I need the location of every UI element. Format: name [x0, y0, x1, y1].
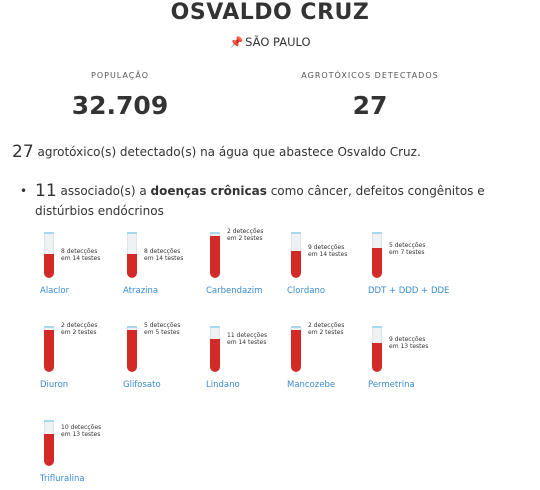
test-tube-icon [44, 420, 54, 466]
test-tube-icon [291, 326, 301, 372]
tube-fill [44, 254, 54, 278]
tube-fill [127, 254, 137, 278]
tube-cap [291, 232, 301, 234]
test-tube-icon [127, 232, 137, 278]
pesticide-item[interactable]: 2 detecções em 2 testes Mancozebe [287, 322, 411, 396]
test-tube-icon [44, 232, 54, 278]
tube-cap [127, 326, 137, 328]
detections-label: 9 detecções em 14 testes [308, 244, 348, 258]
detections-label: 5 detecções em 7 testes [389, 242, 426, 256]
pesticide-link[interactable]: DDT + DDD + DDE [368, 286, 450, 296]
tube-cap [372, 232, 382, 234]
tube-fill [210, 236, 220, 278]
chronic-highlight: doenças crônicas [150, 184, 267, 198]
tube-cap [44, 326, 54, 328]
state-name: SÃO PAULO [245, 35, 311, 49]
pesticide-item[interactable]: 2 detecções em 2 testes Carbendazim [206, 228, 330, 302]
detections-label: 2 detecções em 2 testes [61, 322, 98, 336]
detections-label: 8 detecções em 14 testes [144, 248, 184, 262]
tube-fill [127, 330, 137, 372]
detections-label: 11 detecções em 14 testes [227, 332, 268, 346]
detections-label: 9 detecções em 13 testes [389, 336, 429, 350]
pesticide-link[interactable]: Carbendazim [206, 286, 263, 296]
pesticide-item[interactable]: 8 detecções em 14 testes Alaclor [40, 232, 164, 302]
pesticide-item[interactable]: 8 detecções em 14 testes Atrazina [123, 232, 247, 302]
chronic-diseases-text: 11 associado(s) a doenças crônicas como … [35, 181, 505, 221]
pesticide-link[interactable]: Mancozebe [287, 380, 336, 390]
pesticide-link[interactable]: Permetrina [368, 380, 415, 390]
test-tube-icon [210, 326, 220, 372]
tube-cap [210, 326, 220, 328]
population-label: POPULAÇÃO [91, 71, 149, 80]
chronic-post: como câncer, defeitos congênitos e distú… [35, 184, 485, 218]
chronic-count: 11 [35, 181, 57, 201]
detections-label: 8 detecções em 14 testes [61, 248, 101, 262]
pesticide-item[interactable]: 10 detecções em 13 testes Trifluralina [40, 420, 164, 490]
pesticide-item[interactable]: 5 detecções em 7 testes DDT + DDD + DDE [368, 232, 492, 302]
tube-cap [291, 326, 301, 328]
detections-label: 2 detecções em 2 testes [308, 322, 345, 336]
pesticide-link[interactable]: Alaclor [40, 286, 70, 296]
test-tube-icon [210, 232, 220, 278]
summary-text: 27 agrotóxico(s) detectado(s) na água qu… [12, 142, 532, 162]
summary-count: 27 [12, 142, 34, 162]
tube-fill [44, 330, 54, 372]
pesticide-link[interactable]: Glifosato [123, 380, 161, 390]
test-tube-icon [291, 232, 301, 278]
pesticides-detected-value: 27 [352, 91, 388, 120]
tube-fill [291, 330, 301, 372]
test-tube-icon [372, 326, 382, 372]
pesticides-detected-label: AGROTÓXICOS DETECTADOS [301, 71, 439, 80]
pesticide-item[interactable]: 9 detecções em 14 testes Clordano [287, 232, 411, 302]
summary-description: agrotóxico(s) detectado(s) na água que a… [37, 145, 421, 159]
pesticide-link[interactable]: Diuron [40, 380, 69, 390]
pesticide-item[interactable]: 11 detecções em 14 testes Lindano [206, 326, 330, 396]
test-tube-icon [372, 232, 382, 278]
pushpin-icon: 📌 [229, 36, 244, 49]
pesticide-item[interactable]: 2 detecções em 2 testes Diuron [40, 322, 164, 396]
chronic-pre: associado(s) a [60, 184, 147, 198]
tube-cap [127, 232, 137, 234]
tube-fill [291, 251, 301, 278]
pesticide-item[interactable]: 9 detecções em 13 testes Permetrina [368, 326, 492, 396]
detections-label: 2 detecções em 2 testes [227, 228, 264, 242]
pesticide-link[interactable]: Clordano [287, 286, 326, 296]
bullet-icon: • [20, 184, 28, 198]
population-value: 32.709 [71, 91, 169, 120]
tube-fill [44, 434, 54, 466]
tube-fill [372, 248, 382, 278]
state-subtitle: 📌 SÃO PAULO [0, 35, 540, 49]
tube-cap [44, 232, 54, 234]
pesticide-item[interactable]: 5 detecções em 5 testes Glifosato [123, 322, 247, 396]
detections-label: 5 detecções em 5 testes [144, 322, 181, 336]
pesticide-link[interactable]: Trifluralina [40, 474, 85, 484]
tube-fill [372, 343, 382, 372]
tube-fill [210, 339, 220, 372]
pesticide-link[interactable]: Lindano [206, 380, 240, 390]
detections-label: 10 detecções em 13 testes [61, 424, 102, 438]
test-tube-icon [44, 326, 54, 372]
city-title: OSVALDO CRUZ [170, 0, 370, 25]
pesticide-link[interactable]: Atrazina [123, 286, 159, 296]
tube-cap [44, 420, 54, 422]
tube-cap [372, 326, 382, 328]
tube-cap [210, 232, 220, 234]
test-tube-icon [127, 326, 137, 372]
